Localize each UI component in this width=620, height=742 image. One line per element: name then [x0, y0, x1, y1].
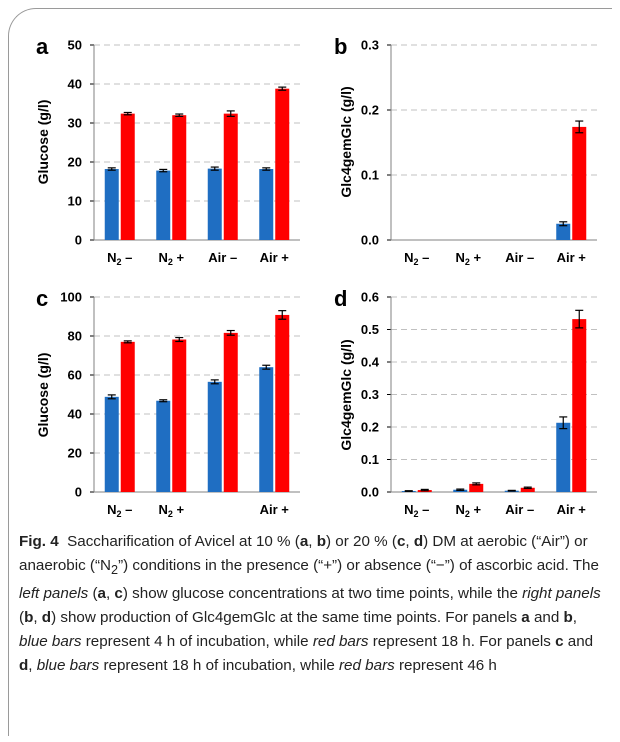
caption-text: Saccharification of Avicel at 10 % (a, b…	[19, 533, 601, 675]
bar-blue	[104, 169, 119, 240]
y-tick-label: 0.4	[361, 355, 380, 370]
y-tick-label: 0.3	[361, 387, 379, 402]
bar-blue	[259, 367, 274, 492]
y-tick-label: 0.2	[361, 420, 379, 435]
bar-red	[172, 115, 187, 240]
y-tick-label: 0.6	[361, 290, 379, 305]
x-category-label: Air +	[557, 250, 587, 265]
bar-blue	[156, 400, 171, 492]
x-category-label: Air –	[208, 250, 237, 265]
bar-red	[172, 339, 187, 492]
x-category-label: N2 +	[455, 250, 481, 267]
bar-red	[223, 113, 238, 240]
panel-label: d	[334, 286, 347, 311]
x-category-label: N2 –	[107, 250, 132, 267]
bar-red	[275, 88, 290, 241]
bar-red	[120, 341, 135, 492]
figure-border	[8, 8, 612, 736]
chart-panel-b: 0.0 0.1 0.2 0.3 N2 – N2 + Air – Air + Glc4gemGlc…	[334, 34, 597, 267]
y-tick-label: 0.5	[361, 322, 379, 337]
bar-red	[520, 487, 535, 492]
bar-blue	[259, 169, 274, 240]
y-tick-label: 50	[68, 38, 82, 53]
y-tick-label: 100	[60, 290, 82, 305]
bar-red	[469, 483, 484, 492]
bar-red	[275, 314, 290, 492]
caption-fig-label: Fig. 4	[19, 533, 59, 550]
y-tick-label: 0	[75, 233, 82, 248]
y-tick-label: 0.0	[361, 485, 379, 500]
x-category-label: Air +	[260, 502, 290, 517]
y-tick-label: 80	[68, 329, 82, 344]
y-tick-label: 0.1	[361, 168, 379, 183]
x-category-label: N2 –	[107, 502, 132, 519]
y-tick-label: 0	[75, 485, 82, 500]
panel-label: c	[36, 286, 48, 311]
y-tick-label: 20	[68, 155, 82, 170]
y-tick-label: 0.2	[361, 103, 379, 118]
x-category-label: Air +	[260, 250, 290, 265]
bar-blue	[207, 168, 222, 240]
panel-label: a	[36, 34, 49, 59]
y-tick-label: 0.0	[361, 233, 379, 248]
figure-caption: Fig. 4 Saccharification of Avicel at 10 …	[19, 530, 607, 678]
bar-blue	[104, 396, 119, 492]
y-axis-title: Glc4gemGlc (g/l)	[338, 86, 354, 197]
bar-red	[223, 332, 238, 492]
y-tick-label: 40	[68, 77, 82, 92]
chart-panel-d: 0.0 0.1 0.2 0.3 0.4 0.5 0.6 N2 – N2 + Air – Air + G…	[334, 286, 597, 519]
bar-red	[120, 113, 135, 240]
x-category-label: Air –	[505, 502, 534, 517]
chart-panel-c: 0 20 40 60 80 100 N2 – N2 + Air + Glucose (g/l) c	[35, 286, 300, 519]
y-tick-label: 20	[68, 446, 82, 461]
y-axis-title: Glucose (g/l)	[35, 100, 51, 185]
y-axis-title: Glucose (g/l)	[35, 353, 51, 438]
y-tick-label: 30	[68, 116, 82, 131]
x-category-label: N2 +	[455, 502, 481, 519]
bar-blue	[556, 422, 571, 492]
x-category-label: N2 –	[404, 502, 429, 519]
chart-panel-a: 0 10 20 30 40 50 N2 – N2 + Air – Air + Glucose (g/…	[35, 34, 300, 267]
y-tick-label: 60	[68, 368, 82, 383]
x-category-label: N2 +	[158, 250, 184, 267]
bar-blue	[207, 381, 222, 492]
x-category-label: N2 +	[158, 502, 184, 519]
figure-charts: 0 10 20 30 40 50 N2 – N2 + Air – Air + Glucose (g/…	[35, 34, 597, 519]
y-tick-label: 0.3	[361, 38, 379, 53]
bar-blue	[556, 223, 571, 240]
y-tick-label: 10	[68, 194, 82, 209]
x-category-label: Air –	[505, 250, 534, 265]
y-axis-title: Glc4gemGlc (g/l)	[338, 339, 354, 450]
bar-red	[572, 319, 587, 492]
bar-red	[572, 126, 587, 240]
bar-blue	[156, 170, 171, 240]
x-category-label: Air +	[557, 502, 587, 517]
panel-label: b	[334, 34, 347, 59]
x-category-label: N2 –	[404, 250, 429, 267]
y-tick-label: 40	[68, 407, 82, 422]
y-tick-label: 0.1	[361, 452, 379, 467]
